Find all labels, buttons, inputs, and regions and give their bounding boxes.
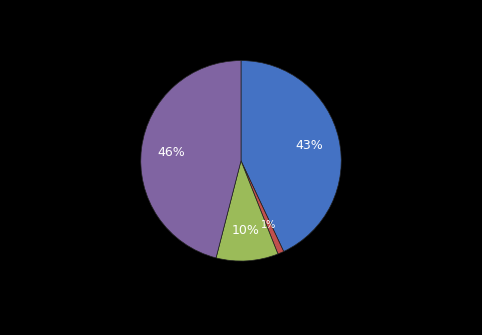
Wedge shape: [241, 161, 284, 254]
Text: 1%: 1%: [261, 220, 277, 230]
Text: 10%: 10%: [231, 224, 259, 237]
Wedge shape: [141, 61, 241, 258]
Text: 46%: 46%: [158, 145, 185, 158]
Wedge shape: [216, 161, 278, 261]
Text: 43%: 43%: [295, 139, 323, 152]
Wedge shape: [241, 61, 341, 252]
